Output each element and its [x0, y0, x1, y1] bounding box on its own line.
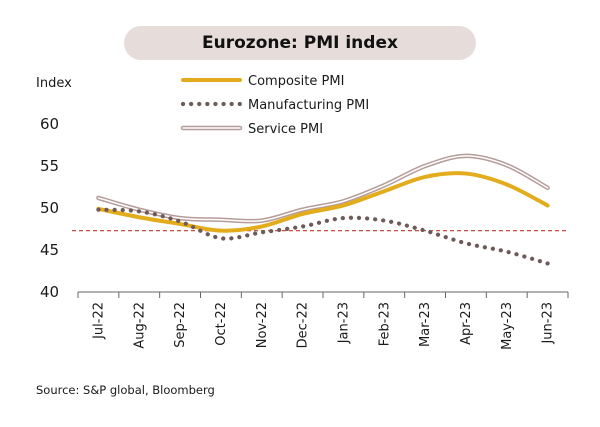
composite-pmi-line — [96, 171, 550, 233]
x-tick-label: Sep-22 — [173, 302, 188, 348]
y-tick-label: 40 — [40, 283, 59, 301]
x-axis: Jul-22 Aug-22 Sep-22 Oct-22 Nov-22 Dec-22 Jan-… — [77, 291, 569, 350]
series-group — [96, 153, 550, 266]
manufacturing-pmi-line — [96, 207, 550, 266]
x-tick-label: Aug-22 — [132, 302, 147, 349]
x-tick-label: Dec-22 — [296, 302, 311, 348]
x-tick-label: Nov-22 — [255, 302, 270, 348]
y-tick-label: 55 — [40, 157, 59, 175]
x-tick-label: May-23 — [500, 302, 515, 350]
x-tick-label: Oct-22 — [214, 302, 229, 346]
x-tick-label: Mar-23 — [418, 302, 433, 347]
x-tick-label: Jun-23 — [541, 302, 556, 345]
y-tick-label: 60 — [40, 115, 59, 133]
legend: Composite PMI Manufacturing PMI Service PM… — [180, 74, 369, 137]
legend-label-composite-pmi: Composite PMI — [248, 74, 344, 89]
chart-title: Eurozone: PMI index — [124, 26, 476, 60]
y-tick-label: 45 — [40, 241, 59, 259]
service-pmi-line-inner — [97, 155, 549, 222]
x-tick-label: Apr-23 — [459, 302, 474, 345]
source-note: Source: S&P global, Bloomberg — [36, 383, 215, 397]
y-axis-unit-label: Index — [36, 76, 72, 91]
y-tick-label: 50 — [40, 199, 59, 217]
x-tick-label: Jul-22 — [91, 302, 106, 340]
legend-label-manufacturing-pmi: Manufacturing PMI — [248, 98, 369, 113]
legend-label-service-pmi: Service PMI — [248, 122, 323, 137]
x-tick-label: Feb-23 — [377, 302, 392, 346]
x-tick-label: Jan-23 — [336, 302, 351, 344]
y-axis-ticks: 40 45 50 55 60 — [40, 115, 59, 301]
